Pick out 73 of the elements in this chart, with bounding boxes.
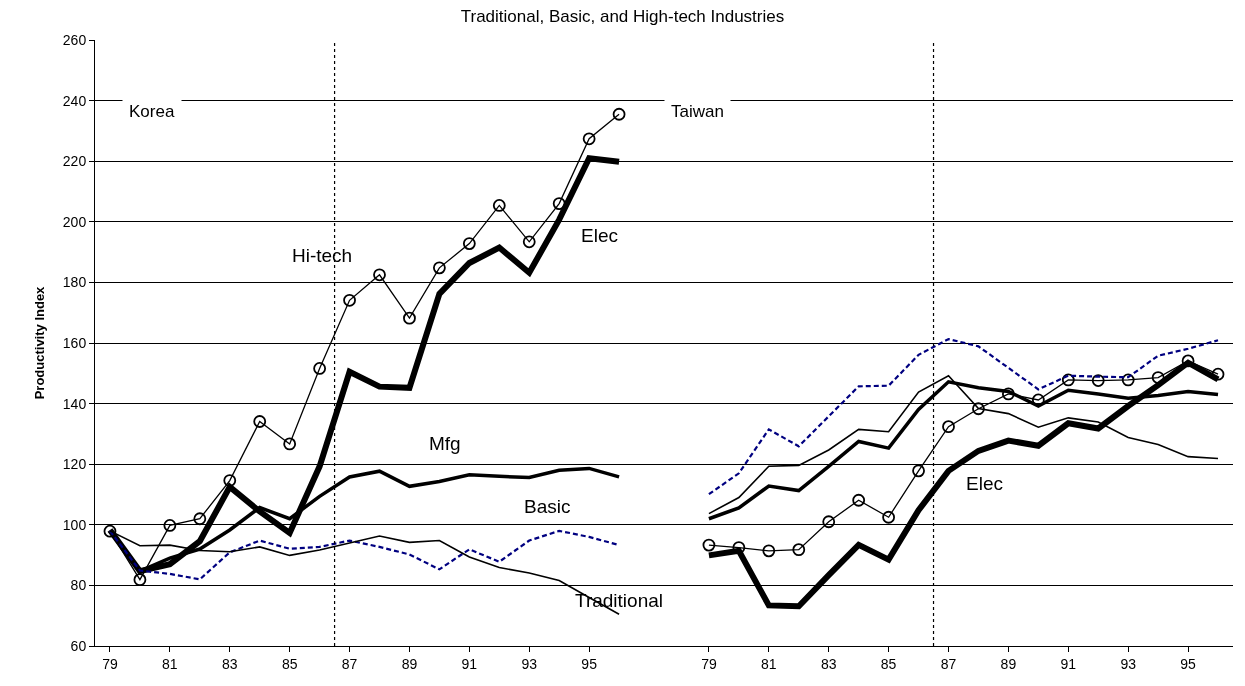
point — [313, 362, 327, 375]
x-tick-label: 83 — [820, 655, 837, 672]
point — [133, 573, 147, 587]
point — [283, 437, 297, 451]
point — [1211, 367, 1225, 381]
point — [942, 420, 955, 434]
x-tick-label: 95 — [581, 655, 598, 672]
point — [912, 464, 925, 478]
point — [1121, 373, 1135, 387]
x-tick-label: 87 — [341, 655, 358, 672]
series-label: Basic — [524, 496, 571, 517]
point — [582, 132, 596, 146]
point — [432, 261, 446, 275]
point — [343, 293, 356, 307]
chart-title: Traditional, Basic, and High-tech Industries — [460, 7, 785, 27]
y-tick-label: 60 — [70, 637, 87, 654]
x-tick-label: 89 — [401, 655, 418, 672]
x-tick-label: 83 — [221, 655, 238, 672]
y-tick-label: 100 — [62, 516, 87, 533]
x-tick-label: 81 — [162, 655, 178, 672]
point — [223, 474, 237, 487]
point — [762, 544, 776, 558]
y-tick-label: 180 — [62, 274, 87, 291]
y-tick-label: 140 — [62, 395, 87, 412]
y-tick-label: 220 — [62, 153, 87, 170]
point — [492, 199, 506, 212]
series-label: Elec — [581, 225, 618, 246]
x-tick-label: 85 — [880, 655, 897, 672]
x-tick-label: 89 — [1000, 655, 1017, 672]
point — [193, 512, 207, 526]
annotation: Korea — [129, 102, 175, 121]
point — [552, 197, 566, 211]
x-tick-label: 95 — [1180, 655, 1197, 672]
y-tick-label: 160 — [62, 334, 87, 351]
point — [1091, 374, 1105, 387]
y-tick-label: 260 — [62, 31, 87, 48]
y-axis-title: Productivity Index — [31, 285, 47, 400]
annotation: Taiwan — [671, 102, 724, 121]
point — [103, 524, 117, 538]
point — [702, 538, 716, 552]
point — [852, 493, 866, 507]
series-label: Hi-tech — [292, 245, 353, 266]
point — [732, 541, 746, 554]
point — [1181, 354, 1195, 368]
x-tick-label: 79 — [102, 655, 118, 672]
point — [882, 510, 895, 524]
point — [1151, 371, 1165, 384]
point — [612, 107, 626, 121]
x-tick-label: 91 — [1060, 655, 1077, 672]
point — [253, 415, 267, 428]
point — [792, 543, 806, 557]
point — [1002, 387, 1015, 401]
y-tick-label: 200 — [62, 213, 87, 230]
point — [373, 268, 386, 282]
point — [1061, 373, 1075, 387]
point — [822, 515, 836, 529]
x-tick-label: 81 — [761, 655, 777, 672]
series-label: Elec — [966, 473, 1003, 494]
y-tick-label: 120 — [62, 456, 87, 473]
series-label: Mfg — [429, 433, 461, 454]
x-tick-label: 91 — [461, 655, 478, 672]
x-tick-label: 85 — [281, 655, 298, 672]
point — [403, 311, 416, 325]
point — [163, 519, 177, 532]
y-tick-label: 80 — [70, 577, 87, 594]
point — [462, 237, 476, 251]
y-tick-label: 240 — [62, 92, 87, 109]
x-tick-label: 79 — [701, 655, 717, 672]
x-tick-label: 93 — [1120, 655, 1137, 672]
x-tick-label: 87 — [940, 655, 957, 672]
point — [522, 235, 536, 249]
point — [972, 402, 985, 416]
x-tick-label: 93 — [521, 655, 538, 672]
